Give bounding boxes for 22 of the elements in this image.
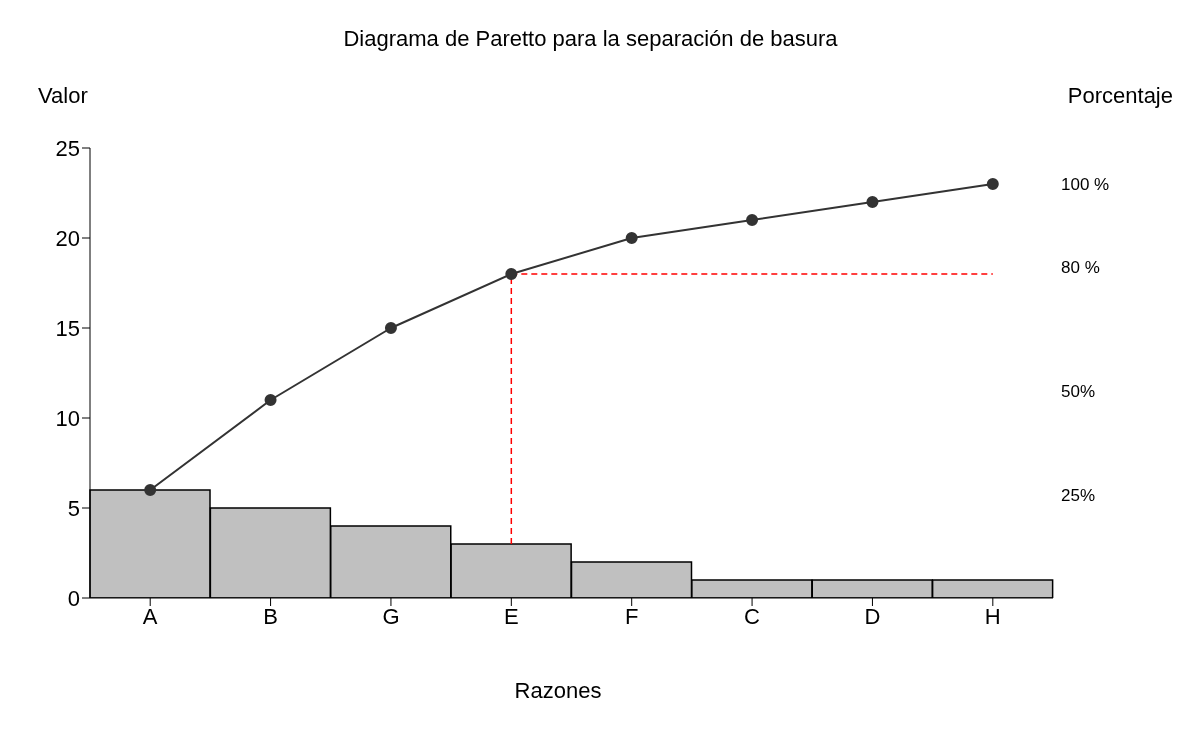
y2-tick-label: 25% bbox=[1061, 485, 1096, 505]
x-tick-label: D bbox=[864, 603, 881, 629]
x-axis-title: Razones bbox=[513, 678, 603, 704]
chart-title: Diagrama de Paretto para la separación de basura bbox=[342, 26, 839, 52]
x-tick-label: E bbox=[503, 603, 519, 629]
x-tick-label: C bbox=[744, 603, 761, 629]
y2-tick-label: 80 % bbox=[1061, 257, 1100, 277]
y-tick-label: 10 bbox=[55, 405, 80, 431]
y2-tick-label: 100 % bbox=[1061, 175, 1110, 195]
x-tick-label: H bbox=[984, 603, 1001, 629]
y-tick-label: 5 bbox=[67, 495, 80, 521]
x-tick-label: A bbox=[142, 603, 158, 629]
y-tick-label: 25 bbox=[55, 135, 80, 161]
y2-axis-title: Porcentaje bbox=[1067, 83, 1173, 109]
x-tick-label: G bbox=[382, 603, 400, 629]
x-tick-label: F bbox=[624, 603, 639, 629]
y-axis-title: Valor bbox=[38, 83, 88, 109]
y2-tick-label: 50% bbox=[1061, 382, 1096, 402]
y-tick-label: 20 bbox=[55, 225, 80, 251]
x-tick-label: B bbox=[263, 603, 278, 629]
y-tick-label: 15 bbox=[55, 315, 80, 341]
y-tick-label: 0 bbox=[67, 585, 80, 611]
